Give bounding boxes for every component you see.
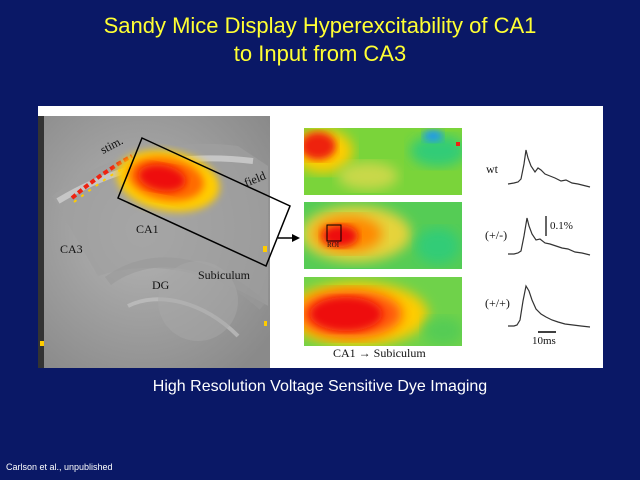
heatmap-panel-wt (304, 128, 462, 195)
amplitude-scale-label: 0.1% (550, 220, 573, 232)
label-axis: CA1 → Subiculum (333, 346, 426, 360)
figure-caption: High Resolution Voltage Sensitive Dye Im… (152, 378, 488, 395)
heatmap-panel-het (304, 202, 462, 269)
label-roi: ROI (327, 241, 340, 249)
label-subiculum: Subiculum (198, 268, 251, 282)
imaging-region-box (117, 136, 291, 268)
trace-label-het: (+/-) (485, 228, 508, 242)
label-ca1: CA1 (136, 222, 159, 236)
trace-label-hom: (+/+) (485, 296, 510, 310)
heatmap-panel-hom (304, 277, 462, 346)
figure-panel: stim. field CA1 CA3 Subiculum DG ROI CA1… (38, 106, 603, 368)
title-line-1: Sandy Mice Display Hyperexcitability of … (103, 13, 537, 38)
title-line-2: to Input from CA3 (233, 41, 407, 66)
trace-wt (507, 149, 591, 188)
label-ca3: CA3 (60, 242, 83, 256)
trace-het (508, 217, 591, 256)
imaging-figure (38, 116, 591, 368)
roi-box (326, 224, 342, 242)
time-scale-label: 10ms (532, 335, 556, 347)
slide-title: Sandy Mice Display Hyperexcitability of … (0, 12, 640, 68)
hippocampal-slice-image (38, 116, 270, 368)
label-dg: DG (152, 278, 170, 292)
trace-label-wt: wt (486, 162, 498, 176)
trace-hom (508, 284, 591, 328)
panel-arrow (278, 234, 300, 242)
citation: Carlson et al., unpublished (6, 462, 113, 472)
